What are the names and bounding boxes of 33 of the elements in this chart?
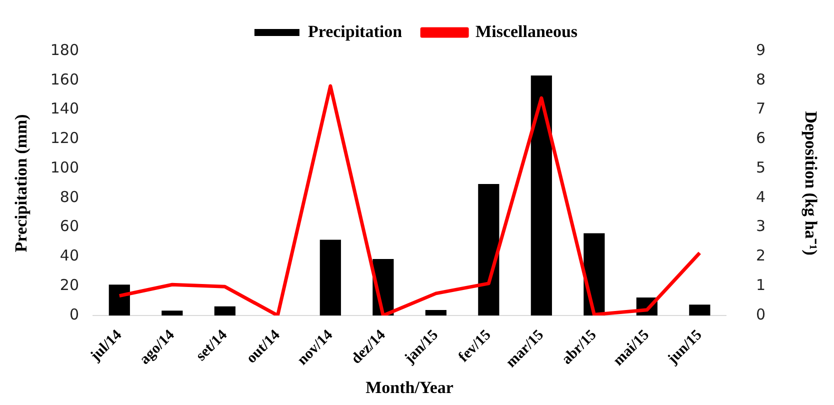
- y2-tick-label: 8: [756, 70, 766, 88]
- bar: [530, 76, 552, 316]
- y-axis-title: Precipitation (mm): [12, 114, 31, 252]
- bar: [689, 304, 710, 316]
- y-tick-label: 0: [69, 305, 80, 324]
- y-tick-label: 160: [50, 70, 80, 88]
- y-tick-label: 60: [60, 217, 80, 236]
- y2-axis-title: Deposition (kg ha⁻¹): [801, 111, 820, 256]
- bar: [162, 310, 183, 316]
- y2-tick-label: 9: [756, 40, 766, 59]
- y-tick-label: 180: [50, 40, 80, 59]
- y2-tick-label: 4: [756, 188, 766, 206]
- y2-tick-label: 7: [756, 100, 766, 118]
- y-tick-label: 20: [60, 276, 80, 294]
- y2-tick-label: 5: [756, 158, 766, 176]
- y-tick-label: 100: [50, 158, 80, 176]
- legend-label: Miscellaneous: [476, 22, 578, 41]
- y-tick-label: 80: [60, 188, 80, 206]
- y2-tick-label: 3: [756, 217, 766, 236]
- y2-tick-label: 6: [756, 129, 766, 148]
- y2-tick-label: 0: [756, 305, 766, 324]
- y2-tick-label: 2: [756, 246, 766, 265]
- bar: [320, 240, 341, 316]
- bar: [478, 184, 500, 316]
- bar: [108, 284, 130, 316]
- bar: [214, 306, 236, 316]
- y-tick-label: 40: [60, 246, 80, 265]
- y-tick-label: 140: [50, 100, 80, 118]
- bar: [425, 310, 446, 316]
- legend-label: Precipitation: [308, 22, 403, 41]
- y-tick-label: 120: [50, 129, 80, 148]
- x-axis-title: Month/Year: [366, 378, 454, 398]
- y2-tick-label: 1: [756, 276, 766, 294]
